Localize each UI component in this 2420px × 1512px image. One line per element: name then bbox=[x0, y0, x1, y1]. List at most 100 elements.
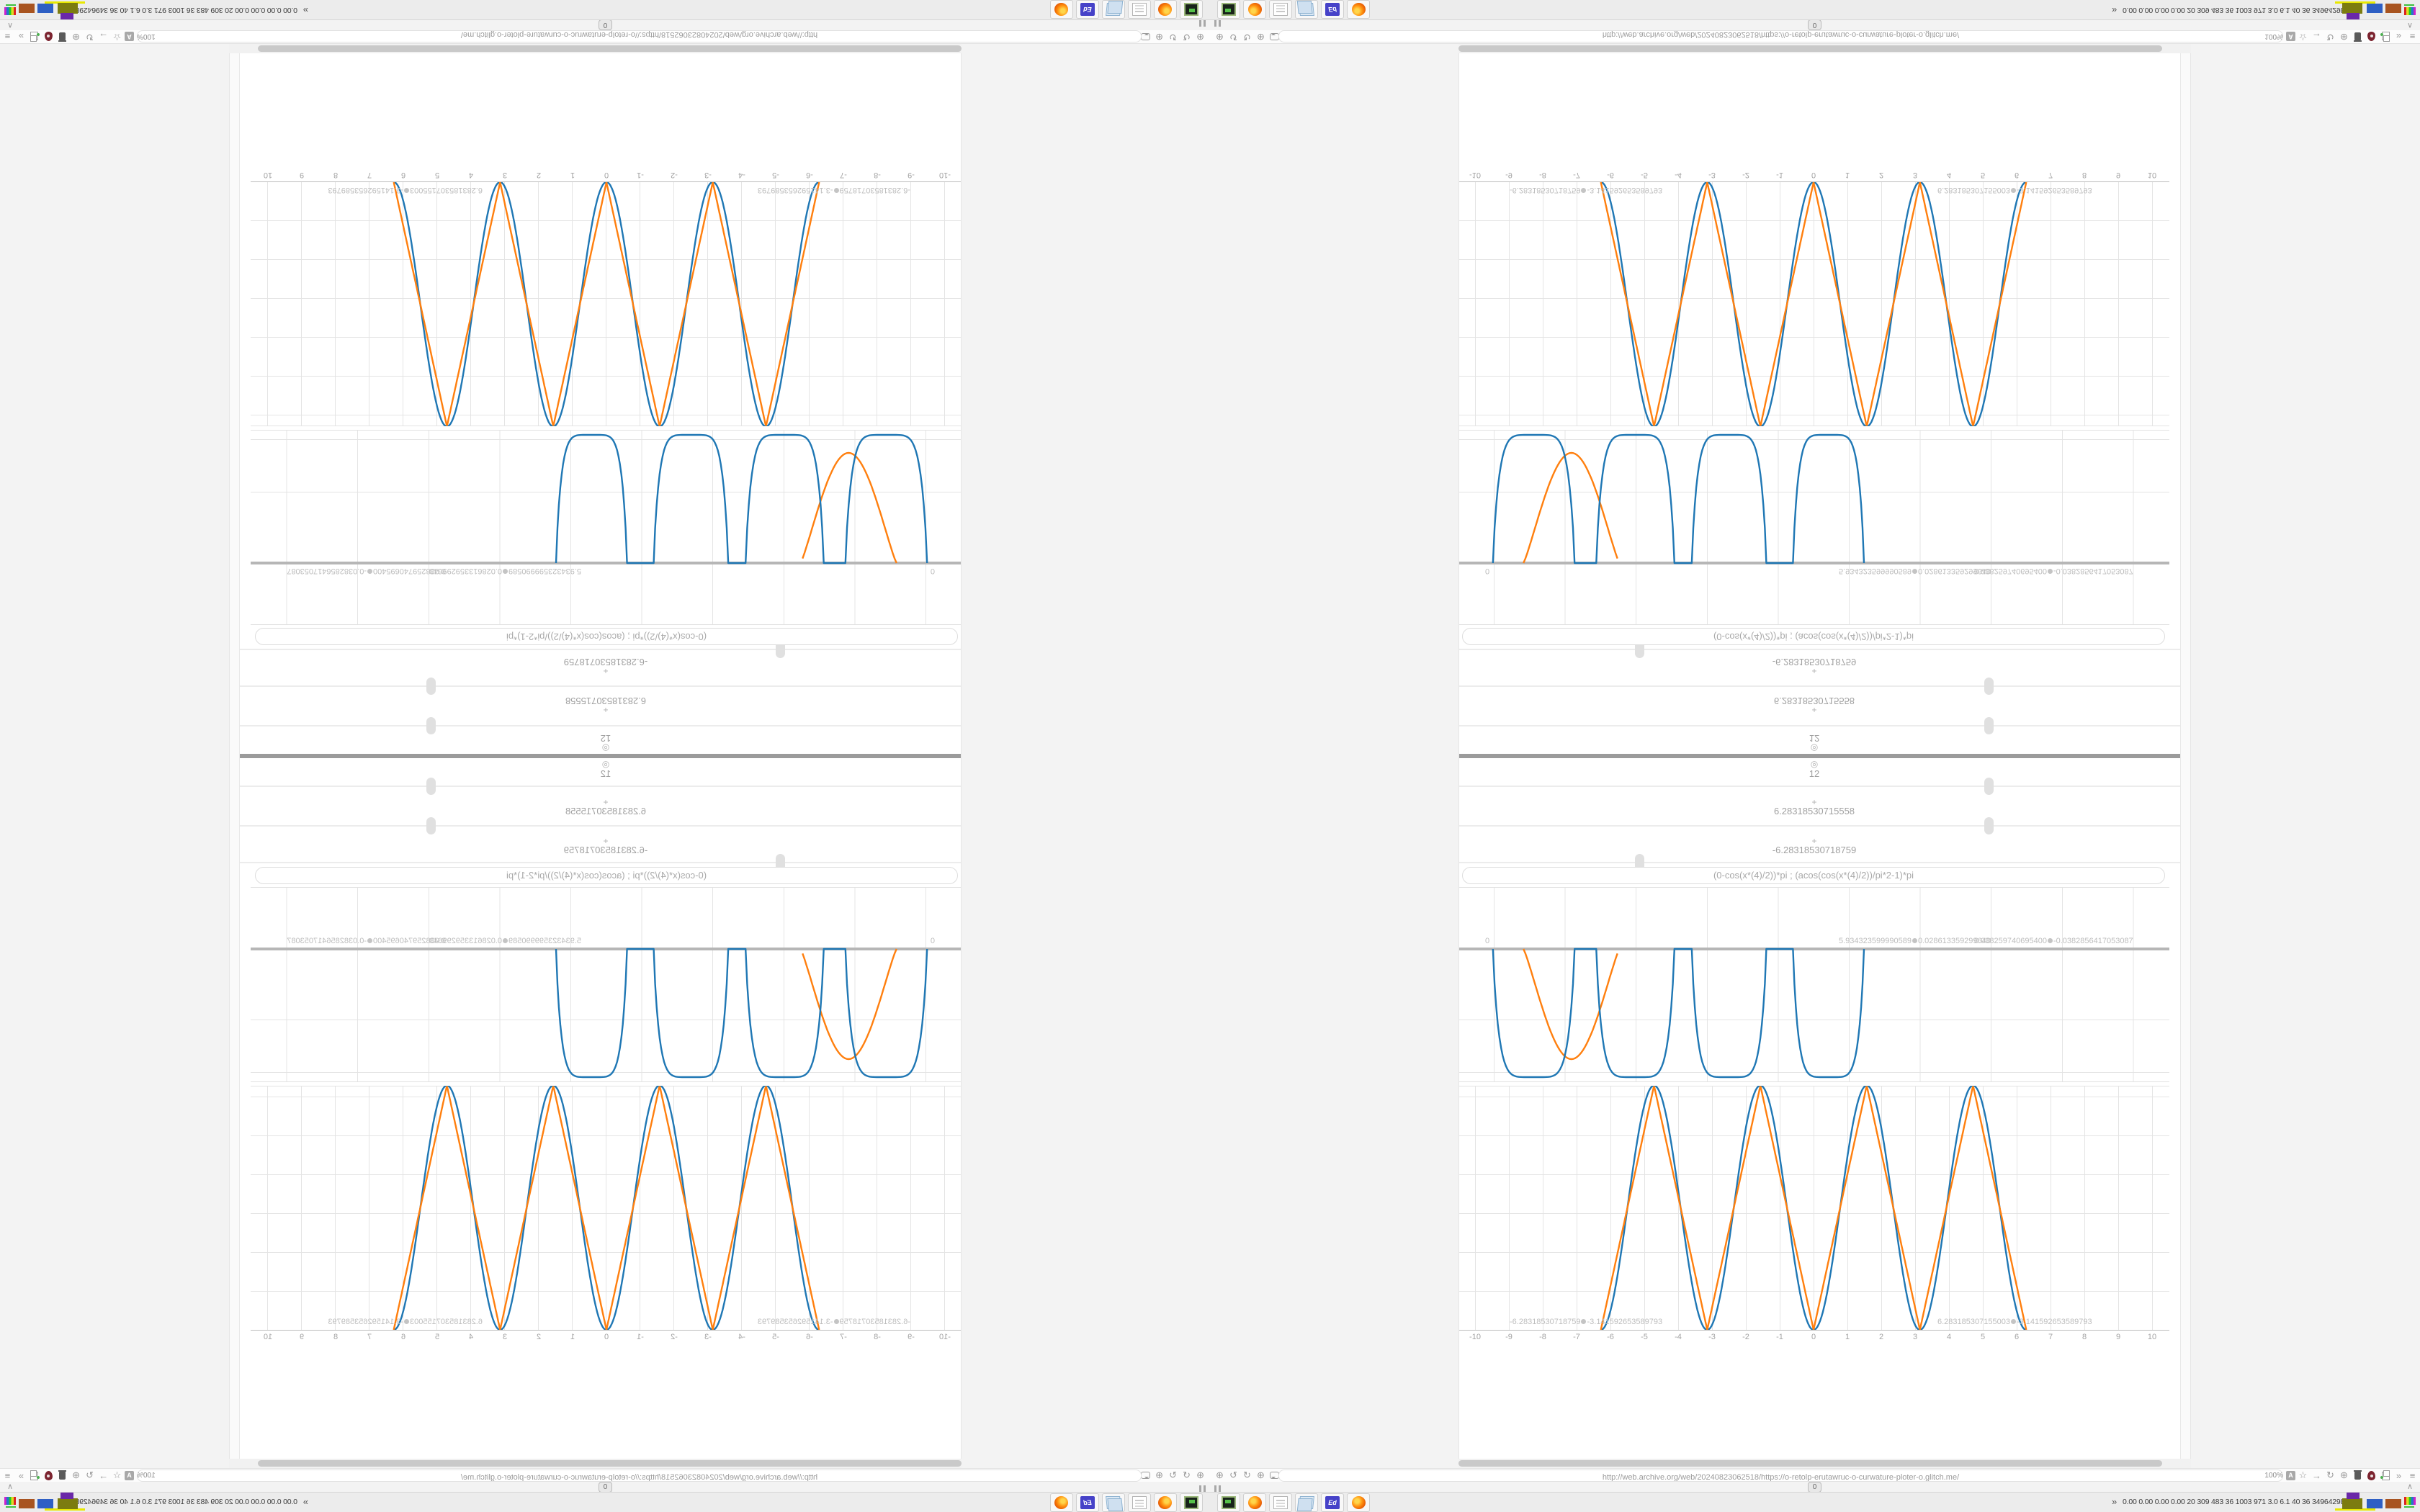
scrollbar-thumb[interactable] bbox=[1458, 1460, 2162, 1467]
scrollbar-thumb[interactable] bbox=[258, 1460, 962, 1467]
url-text[interactable]: http://web.archive.org/web/2024082306251… bbox=[460, 1473, 818, 1482]
slider-handle[interactable] bbox=[1984, 678, 1994, 695]
function-curves[interactable] bbox=[251, 181, 961, 426]
taskbar-app-text-editor[interactable] bbox=[1128, 0, 1151, 19]
taskbar-app-firefox[interactable] bbox=[1347, 0, 1370, 19]
slider[interactable] bbox=[230, 678, 961, 695]
forward-icon[interactable]: → bbox=[99, 31, 108, 42]
reload-cw-icon[interactable]: ↻ bbox=[1243, 32, 1251, 42]
reload-ccw-icon[interactable]: ↺ bbox=[1229, 32, 1237, 42]
chevrons-icon[interactable]: » bbox=[18, 31, 24, 42]
vertical-scrollbar[interactable] bbox=[2180, 756, 2190, 1459]
globe-icon[interactable]: ⊕ bbox=[1257, 32, 1265, 42]
formula-input[interactable]: (0-cos(x*(4)/2))*pi ; (acos(cos(x*(4)/2)… bbox=[255, 628, 958, 645]
function-curves[interactable] bbox=[251, 1086, 961, 1331]
menu-icon[interactable]: ≡ bbox=[2409, 1470, 2416, 1481]
taskbar-app-terminal-green[interactable] bbox=[1180, 0, 1203, 19]
taskbar-app-file-manager[interactable] bbox=[1295, 1493, 1318, 1512]
star-icon[interactable]: ☆ bbox=[2298, 1470, 2308, 1480]
globe-icon[interactable]: ⊕ bbox=[1155, 1470, 1163, 1480]
taskbar-app-editor-ed[interactable]: Ed bbox=[1321, 0, 1344, 19]
curvature-curves[interactable] bbox=[1459, 888, 2169, 1083]
taskbar-app-terminal-green[interactable] bbox=[1217, 1493, 1240, 1512]
slider[interactable] bbox=[230, 717, 961, 734]
globe-icon[interactable]: ⊕ bbox=[2340, 32, 2348, 42]
copy-icon[interactable] bbox=[29, 31, 41, 42]
url-text[interactable]: http://web.archive.org/web/2024082306251… bbox=[1602, 30, 1960, 39]
reload-cw-icon[interactable]: ↻ bbox=[1243, 1470, 1251, 1480]
taskbar-app-editor-ed[interactable]: Ed bbox=[1076, 0, 1099, 19]
chevron-up-icon[interactable]: ∧ bbox=[7, 21, 14, 30]
vertical-scrollbar[interactable] bbox=[230, 756, 240, 1459]
star-icon[interactable]: ☆ bbox=[112, 32, 122, 42]
url-bar[interactable]: http://web.archive.org/web/2024082306251… bbox=[1278, 1470, 2283, 1482]
adblock-icon[interactable] bbox=[2365, 31, 2378, 42]
globe-icon[interactable]: ⊕ bbox=[1257, 1470, 1265, 1480]
reload-cw-icon[interactable]: ↻ bbox=[1169, 32, 1177, 42]
chevron-up-icon[interactable]: ∧ bbox=[7, 1482, 14, 1491]
taskbar-app-editor-ed[interactable]: Ed bbox=[1076, 1493, 1099, 1512]
taskbar-app-file-manager[interactable] bbox=[1102, 1493, 1125, 1512]
horizontal-scrollbar[interactable] bbox=[229, 1459, 962, 1468]
globe-icon[interactable]: ⊕ bbox=[1216, 32, 1224, 42]
slider-handle[interactable] bbox=[1984, 817, 1994, 834]
formula-input[interactable]: (0-cos(x*(4)/2))*pi ; (acos(cos(x*(4)/2)… bbox=[255, 867, 958, 884]
star-icon[interactable]: ☆ bbox=[112, 1470, 122, 1480]
slider-handle[interactable] bbox=[426, 817, 436, 834]
globe-icon[interactable]: ⊕ bbox=[1155, 32, 1163, 42]
slider[interactable] bbox=[1459, 817, 2190, 834]
panel-overflow-icon[interactable]: » bbox=[2112, 1496, 2118, 1507]
star-icon[interactable]: ☆ bbox=[2298, 32, 2308, 42]
chevrons-icon[interactable]: » bbox=[2396, 1470, 2402, 1481]
trash-icon[interactable] bbox=[2352, 1470, 2364, 1481]
taskbar-app-text-editor[interactable] bbox=[1269, 1493, 1292, 1512]
slider-handle[interactable] bbox=[426, 717, 436, 734]
slider-handle[interactable] bbox=[1984, 778, 1994, 795]
zoom-level-label[interactable]: 100% bbox=[2264, 32, 2283, 41]
formula-input[interactable]: (0-cos(x*(4)/2))*pi ; (acos(cos(x*(4)/2)… bbox=[1462, 867, 2165, 884]
vertical-scrollbar[interactable] bbox=[2180, 53, 2190, 756]
zoom-level-label[interactable]: 100% bbox=[137, 32, 156, 41]
slider[interactable] bbox=[1459, 717, 2190, 734]
taskbar-app-firefox[interactable] bbox=[1154, 1493, 1177, 1512]
globe-icon[interactable]: ⊕ bbox=[72, 32, 80, 42]
slider[interactable] bbox=[230, 641, 961, 658]
taskbar-app-editor-ed[interactable]: Ed bbox=[1321, 1493, 1344, 1512]
taskbar-app-text-editor[interactable] bbox=[1128, 1493, 1151, 1512]
trash-icon[interactable] bbox=[2352, 31, 2364, 42]
counter-badge[interactable]: 0 bbox=[599, 19, 612, 30]
function-chart[interactable]: -6.28318530718759 -3.141592653589793 6.28… bbox=[251, 181, 961, 426]
forward-icon[interactable]: → bbox=[2312, 31, 2321, 42]
curvature-chart[interactable]: 0 5.9343235999905890.028613359299640 0.0… bbox=[251, 887, 961, 1082]
chevrons-icon[interactable]: » bbox=[18, 1470, 24, 1481]
trash-icon[interactable] bbox=[56, 31, 68, 42]
reload-ccw-icon[interactable]: ↺ bbox=[1183, 32, 1191, 42]
horizontal-scrollbar[interactable] bbox=[1458, 44, 2191, 53]
globe-icon[interactable]: ⊕ bbox=[1196, 32, 1204, 42]
adblock-icon[interactable] bbox=[2365, 1470, 2378, 1481]
zoom-level-label[interactable]: 100% bbox=[137, 1471, 156, 1480]
slider[interactable] bbox=[1459, 854, 2190, 871]
globe-icon[interactable]: ⊕ bbox=[1216, 1470, 1224, 1480]
slider[interactable] bbox=[230, 778, 961, 795]
function-curves[interactable] bbox=[1459, 181, 2169, 426]
reader-icon[interactable]: A bbox=[2286, 1470, 2295, 1480]
function-curves[interactable] bbox=[1459, 1086, 2169, 1331]
zoom-level-label[interactable]: 100% bbox=[2264, 1471, 2283, 1480]
slider[interactable] bbox=[230, 854, 961, 871]
menu-icon[interactable]: ≡ bbox=[4, 31, 11, 42]
reload-icon[interactable]: ↻ bbox=[2326, 32, 2334, 42]
url-bar[interactable]: http://web.archive.org/web/2024082306251… bbox=[1278, 30, 2283, 42]
scrollbar-thumb[interactable] bbox=[258, 45, 962, 52]
counter-badge[interactable]: 0 bbox=[1808, 19, 1821, 30]
taskbar-app-terminal-green[interactable] bbox=[1180, 1493, 1203, 1512]
url-bar[interactable]: http://web.archive.org/web/2024082306251… bbox=[137, 30, 1142, 42]
copy-icon[interactable] bbox=[29, 1470, 41, 1481]
bubble-icon[interactable] bbox=[1268, 1470, 1281, 1481]
slider-handle[interactable] bbox=[1984, 717, 1994, 734]
url-text[interactable]: http://web.archive.org/web/2024082306251… bbox=[460, 30, 818, 39]
reader-icon[interactable]: A bbox=[125, 1470, 134, 1480]
reload-icon[interactable]: ↻ bbox=[2326, 1470, 2334, 1480]
reload-icon[interactable]: ↻ bbox=[86, 32, 94, 42]
